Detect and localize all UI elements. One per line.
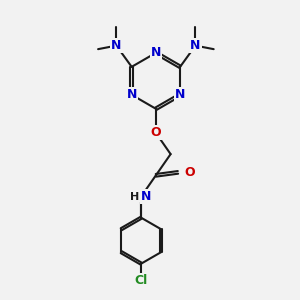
Text: N: N [111,39,122,52]
Text: N: N [151,46,161,59]
Text: Cl: Cl [134,274,148,287]
Text: N: N [127,88,137,101]
Text: H: H [130,191,140,202]
Text: N: N [141,190,152,203]
Text: O: O [151,126,161,140]
Text: N: N [175,88,185,101]
Text: O: O [184,166,195,179]
Text: N: N [190,39,201,52]
